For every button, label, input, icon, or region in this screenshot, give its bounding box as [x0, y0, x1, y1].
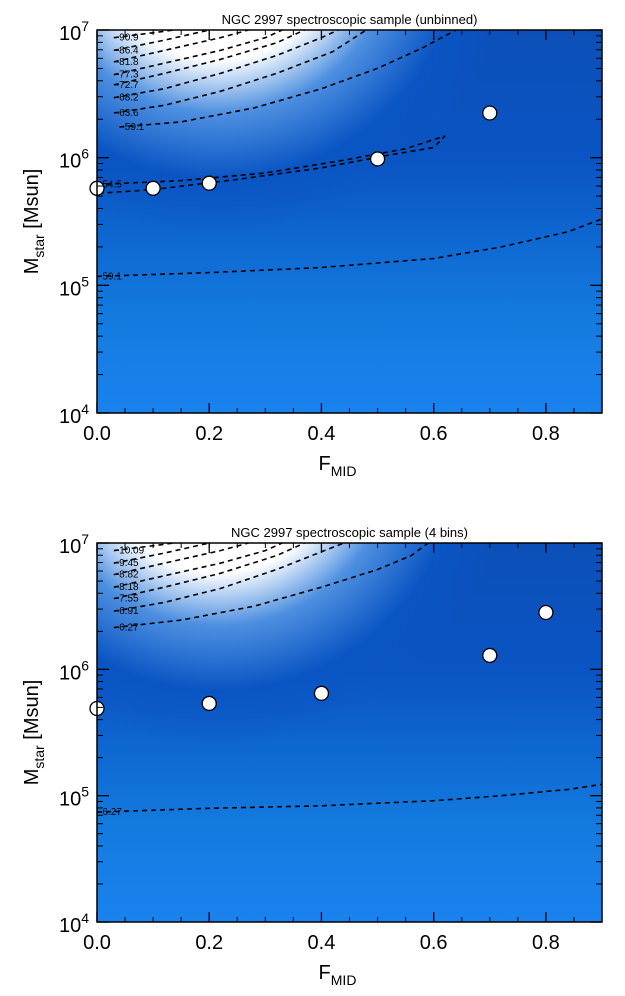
contour-label: -63.6 [116, 108, 139, 119]
data-point [201, 695, 217, 712]
x-tick-label: 0.2 [195, 932, 223, 954]
likelihood-map [97, 30, 602, 413]
contour-label: -8.18 [116, 582, 139, 593]
contour-line [97, 218, 602, 278]
x-tick-label: 0.0 [83, 423, 111, 445]
y-axis-label: Mstar [Msun] [21, 680, 47, 786]
x-tick-label: 0.8 [532, 932, 560, 954]
data-point [369, 151, 386, 167]
contour-label: -10.09 [116, 546, 145, 557]
contour-line [113, 30, 305, 86]
x-tick-label: 0.6 [420, 423, 448, 445]
chart-panel-1: -90.9-86.4-81.8 -77.3-72.7 -68.2 -63.6 -59.1… [21, 12, 603, 479]
contour-line [113, 543, 429, 629]
contour-line [113, 543, 283, 588]
contour-line [113, 30, 210, 52]
contour-label: -7.55 [116, 594, 139, 605]
contour-label: -6.91 [116, 606, 139, 617]
contour-line [119, 30, 457, 128]
contour-line [113, 30, 339, 99]
contour-label: -6.27 [99, 807, 122, 818]
contour-label: -9.45 [116, 558, 139, 569]
y-tick-label: 105 [59, 784, 89, 811]
contour-label: -6.27 [116, 623, 139, 634]
y-tick-label: 107 [59, 531, 89, 558]
contour-group: -10.09-9.45-8.82-8.18-7.55-6.91 -6.27 -6.2… [97, 543, 602, 818]
contour-label: -68.2 [116, 93, 139, 104]
chart-title: NGC 2997 spectroscopic sample (4 bins) [231, 525, 468, 540]
contour-label: -59.1 [99, 271, 122, 282]
data-point [538, 604, 554, 621]
contour-label: -8.82 [116, 570, 139, 581]
contour-group: -90.9-86.4-81.8 -77.3-72.7 -68.2 -63.6 -59.1… [97, 30, 602, 282]
x-tick-label: 0.4 [308, 423, 336, 445]
chart-panel-2: -10.09-9.45-8.82-8.18-7.55-6.91 -6.27 -6.2… [21, 525, 603, 988]
x-tick-label: 0.2 [195, 423, 223, 445]
contour-label: -72.7 [116, 80, 139, 91]
data-point [482, 647, 498, 664]
contour-label: -54.5 [99, 179, 122, 190]
y-tick-label: 104 [59, 910, 89, 937]
data-point [201, 175, 217, 191]
contour-line [97, 783, 602, 813]
chart-title: NGC 2997 spectroscopic sample (unbinned) [222, 12, 478, 27]
x-tick-label: 0.8 [532, 423, 560, 445]
y-tick-label: 104 [59, 401, 89, 428]
contour-line [113, 543, 305, 600]
contour-line [97, 135, 446, 195]
y-axis-label: Mstar [Msun] [21, 169, 47, 275]
x-tick-label: 0.6 [420, 932, 448, 954]
likelihood-map [97, 543, 602, 922]
contour-line [113, 30, 283, 76]
y-tick-label: 105 [59, 273, 89, 300]
contour-label: -86.4 [116, 45, 139, 56]
contour-line [113, 543, 210, 564]
contour-label: -81.8 [116, 57, 139, 68]
contour-label: -77.3 [116, 70, 139, 81]
data-point [482, 105, 498, 121]
contour-label: -90.9 [116, 33, 139, 44]
contour-line [113, 543, 345, 612]
x-axis-label: FMID [319, 962, 357, 988]
y-tick-label: 106 [59, 657, 89, 684]
y-tick-label: 106 [59, 146, 89, 173]
x-axis-label: FMID [319, 453, 357, 479]
data-point [145, 180, 161, 196]
y-tick-label: 107 [59, 18, 89, 45]
x-tick-label: 0.4 [308, 932, 336, 954]
contour-label: -59.1 [121, 122, 144, 133]
data-point [313, 685, 330, 701]
x-tick-label: 0.0 [83, 932, 111, 954]
contour-line [113, 30, 367, 114]
